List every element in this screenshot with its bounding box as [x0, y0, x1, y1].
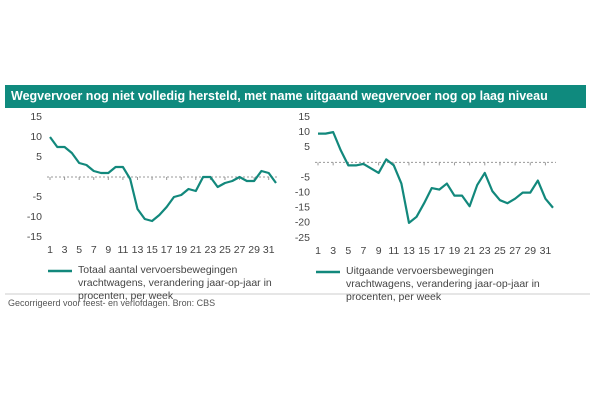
x-tick-label: 19	[449, 245, 461, 257]
x-tick-label: 21	[464, 245, 476, 257]
x-tick-label: 11	[388, 245, 399, 257]
x-tick-label: 3	[330, 245, 336, 257]
x-tick-label: 5	[76, 244, 82, 256]
x-tick-label: 13	[132, 244, 144, 256]
x-tick-label: 21	[190, 244, 202, 256]
source-note: Gecorrigeerd voor feest- en verlofdagen.…	[8, 298, 216, 308]
y-tick-label: 15	[298, 111, 310, 123]
x-tick-label: 27	[234, 244, 246, 256]
x-tick-label: 23	[479, 245, 491, 257]
x-tick-label: 15	[418, 245, 430, 257]
x-tick-label: 3	[62, 244, 68, 256]
x-tick-label: 19	[175, 244, 187, 256]
y-tick-label: 5	[36, 151, 42, 163]
y-tick-label: -5	[33, 191, 42, 203]
series-line	[318, 131, 554, 224]
y-tick-label: -10	[27, 211, 42, 223]
x-tick-label: 9	[105, 244, 111, 256]
x-tick-label: 25	[494, 245, 506, 257]
x-tick-label: 31	[540, 245, 552, 257]
x-tick-label: 11	[117, 244, 128, 256]
x-tick-label: 29	[524, 245, 536, 257]
x-tick-label: 27	[509, 245, 521, 257]
x-tick-label: 7	[91, 244, 97, 256]
x-tick-label: 5	[345, 245, 351, 257]
y-tick-label: 10	[298, 126, 310, 138]
x-tick-label: 1	[47, 244, 53, 256]
y-tick-label: -5	[301, 171, 310, 183]
x-tick-label: 29	[248, 244, 260, 256]
x-tick-label: 15	[146, 244, 158, 256]
x-tick-label: 7	[361, 245, 367, 257]
y-tick-label: -20	[295, 217, 310, 229]
y-tick-label: -15	[27, 231, 42, 243]
y-tick-label: 10	[30, 131, 42, 143]
series-line	[49, 136, 277, 223]
x-tick-label: 13	[403, 245, 415, 257]
x-tick-label: 31	[263, 244, 275, 256]
x-tick-label: 17	[161, 244, 173, 256]
y-tick-label: 5	[304, 141, 310, 153]
x-tick-label: 23	[205, 244, 217, 256]
legend-label: Uitgaande vervoersbewegingen vrachtwagen…	[346, 265, 540, 303]
y-tick-label: 15	[30, 111, 42, 123]
x-tick-label: 9	[376, 245, 382, 257]
x-tick-label: 25	[219, 244, 231, 256]
legend-label: Totaal aantal vervoersbewegingen vrachtw…	[78, 264, 272, 302]
x-tick-label: 1	[315, 245, 321, 257]
y-tick-label: -25	[295, 232, 310, 244]
x-tick-label: 17	[433, 245, 445, 257]
y-tick-label: -15	[295, 202, 310, 214]
title-bar: Wegvervoer nog niet volledig hersteld, m…	[5, 85, 586, 108]
y-tick-label: -10	[295, 186, 310, 198]
